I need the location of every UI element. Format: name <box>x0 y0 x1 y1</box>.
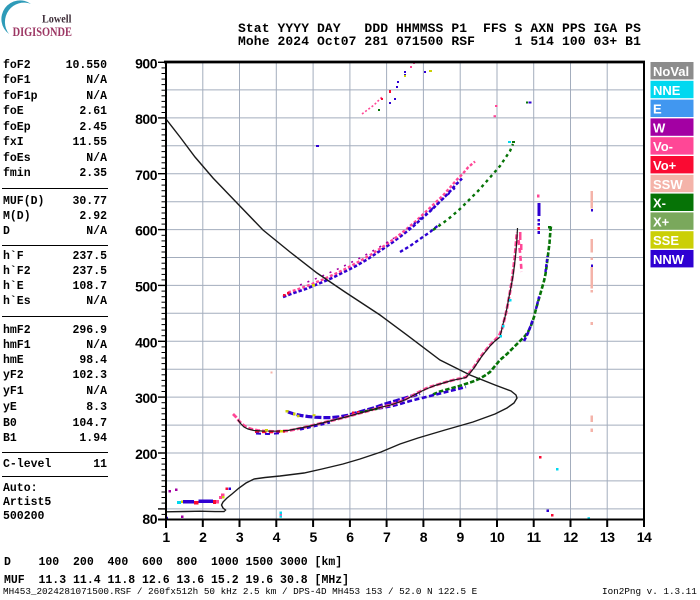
svg-text:10: 10 <box>490 529 505 545</box>
svg-text:14: 14 <box>637 529 652 545</box>
svg-text:600: 600 <box>135 223 158 239</box>
svg-text:E: E <box>653 102 662 117</box>
svg-text:NNE: NNE <box>653 83 681 98</box>
svg-text:3: 3 <box>236 529 244 545</box>
svg-text:1: 1 <box>162 529 170 545</box>
svg-text:80: 80 <box>142 511 157 527</box>
svg-text:DIGISONDE: DIGISONDE <box>13 26 73 39</box>
svg-text:400: 400 <box>135 334 158 350</box>
svg-text:800: 800 <box>135 111 158 127</box>
svg-text:4: 4 <box>273 529 281 545</box>
svg-text:9: 9 <box>457 529 465 545</box>
svg-text:X-: X- <box>653 196 666 211</box>
svg-text:Vo-: Vo- <box>653 139 673 154</box>
svg-text:700: 700 <box>135 167 158 183</box>
svg-text:500: 500 <box>135 278 158 294</box>
svg-text:900: 900 <box>135 55 158 71</box>
svg-text:7: 7 <box>383 529 391 545</box>
svg-text:5: 5 <box>309 529 317 545</box>
svg-text:SSE: SSE <box>653 233 679 248</box>
svg-text:X+: X+ <box>653 214 670 229</box>
svg-text:8: 8 <box>420 529 428 545</box>
svg-text:SSW: SSW <box>653 177 683 192</box>
svg-text:NNW: NNW <box>653 252 685 267</box>
svg-text:12: 12 <box>563 529 578 545</box>
svg-text:Vo+: Vo+ <box>653 158 677 173</box>
svg-text:6: 6 <box>346 529 354 545</box>
svg-text:NoVal: NoVal <box>653 64 689 79</box>
svg-text:Lowell: Lowell <box>42 13 71 26</box>
svg-text:300: 300 <box>135 390 158 406</box>
svg-text:2: 2 <box>199 529 207 545</box>
svg-text:13: 13 <box>600 529 615 545</box>
svg-text:11: 11 <box>527 529 542 545</box>
svg-text:W: W <box>653 120 666 135</box>
svg-text:200: 200 <box>135 446 158 462</box>
